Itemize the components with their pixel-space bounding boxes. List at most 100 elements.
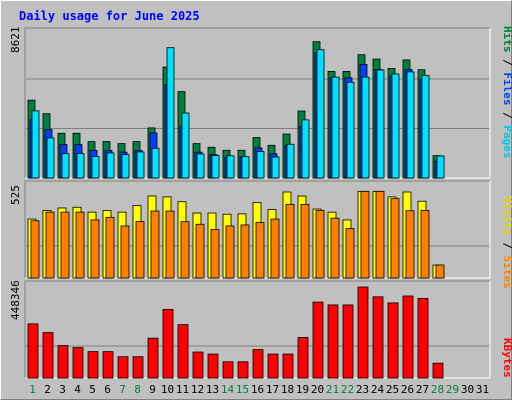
x-axis-labels: 1 2 3 4 5 6 7 8 9 10 11 12 13 14 15 16 17 18 19 20 21 22 23 24 2… — [29, 383, 489, 396]
x-tick-label-23: 23 — [356, 383, 369, 396]
x-tick-label-16: 16 — [251, 383, 264, 396]
bar-pages-day-7 — [121, 154, 130, 179]
chart-title: Daily usage for June 2025 — [19, 9, 200, 23]
bar-kbytes-day-10 — [162, 308, 174, 379]
bar-sites-day-11 — [180, 221, 190, 279]
bar-kbytes-day-22 — [342, 304, 354, 379]
x-tick-label-20: 20 — [311, 383, 324, 396]
bar-pages-day-19 — [301, 119, 310, 179]
bar-pages-day-21 — [331, 76, 340, 179]
x-tick-label-7: 7 — [119, 383, 126, 396]
bar-kbytes-day-26 — [402, 295, 414, 379]
bar-sites-day-8 — [135, 221, 145, 279]
bar-sites-day-16 — [255, 222, 265, 279]
bar-pages-day-4 — [76, 153, 85, 179]
panel-shadow-edge — [24, 27, 490, 178]
bar-kbytes-day-9 — [147, 337, 159, 379]
legend-hits: Hits — [501, 26, 512, 53]
bar-pages-day-9 — [151, 147, 160, 179]
x-tick-label-25: 25 — [386, 383, 399, 396]
bar-pages-day-8 — [136, 151, 145, 179]
bar-pages-day-12 — [196, 153, 205, 179]
legend-kbytes: KBytes — [501, 338, 512, 378]
bar-sites-day-3 — [60, 211, 70, 279]
bar-sites-day-17 — [270, 218, 280, 279]
legend-hits-files-pages: Hits / Files / Pages — [501, 26, 512, 159]
bar-kbytes-day-23 — [357, 286, 369, 379]
legend-files: Files — [501, 72, 512, 105]
x-tick-label-3: 3 — [59, 383, 66, 396]
bar-sites-day-15 — [240, 224, 250, 279]
x-tick-label-31: 31 — [476, 383, 489, 396]
bar-kbytes-day-17 — [267, 353, 279, 379]
panel-shadow-edge — [24, 280, 490, 378]
x-tick-label-29: 29 — [446, 383, 459, 396]
bar-sites-day-1 — [30, 220, 40, 279]
bar-kbytes-day-2 — [42, 332, 54, 379]
bar-pages-day-16 — [256, 151, 265, 179]
legend-visits: Visits — [501, 196, 512, 236]
bar-pages-day-10 — [166, 47, 175, 179]
x-tick-label-19: 19 — [296, 383, 309, 396]
bar-kbytes-day-1 — [27, 323, 39, 379]
x-tick-label-5: 5 — [89, 383, 96, 396]
bar-pages-day-17 — [271, 156, 280, 179]
bar-pages-day-15 — [241, 156, 250, 179]
x-tick-label-17: 17 — [266, 383, 279, 396]
bar-pages-day-2 — [46, 137, 55, 179]
x-tick-label-13: 13 — [206, 383, 219, 396]
bar-sites-day-7 — [120, 225, 130, 279]
bar-sites-day-23 — [360, 190, 370, 279]
kbytes-panel — [24, 280, 491, 379]
bar-pages-day-27 — [421, 75, 430, 179]
bar-kbytes-day-12 — [192, 351, 204, 379]
bar-kbytes-day-15 — [237, 361, 249, 379]
x-tick-label-28: 28 — [431, 383, 444, 396]
bar-sites-day-19 — [300, 203, 310, 279]
x-tick-label-18: 18 — [281, 383, 294, 396]
bar-kbytes-day-8 — [132, 356, 144, 379]
x-tick-label-26: 26 — [401, 383, 414, 396]
x-tick-label-8: 8 — [134, 383, 141, 396]
visits-sites-panel — [24, 180, 491, 279]
bar-sites-day-20 — [315, 209, 325, 279]
bar-sites-day-26 — [405, 210, 415, 279]
bar-pages-day-3 — [61, 153, 70, 179]
bar-sites-day-27 — [420, 209, 430, 279]
bar-kbytes-day-11 — [177, 324, 189, 379]
bar-kbytes-day-13 — [207, 353, 219, 379]
bar-sites-day-10 — [165, 210, 175, 279]
bar-kbytes-day-19 — [297, 337, 309, 379]
x-tick-label-1: 1 — [29, 383, 36, 396]
bar-kbytes-day-21 — [327, 304, 339, 379]
x-tick-label-15: 15 — [236, 383, 249, 396]
bar-sites-day-12 — [195, 223, 205, 279]
bar-kbytes-day-14 — [222, 361, 234, 379]
x-tick-label-6: 6 — [104, 383, 111, 396]
x-tick-label-9: 9 — [149, 383, 156, 396]
bar-pages-day-14 — [226, 155, 235, 179]
x-tick-label-11: 11 — [176, 383, 189, 396]
hits-max-label: 8621 — [9, 27, 22, 54]
x-tick-label-30: 30 — [461, 383, 474, 396]
bar-kbytes-day-25 — [387, 302, 399, 379]
bar-pages-day-13 — [211, 155, 220, 179]
bar-kbytes-day-6 — [102, 351, 114, 379]
bar-kbytes-day-3 — [57, 345, 69, 379]
bar-sites-day-9 — [150, 210, 160, 279]
legend-visits-sites: Visits / Sites — [501, 196, 512, 289]
bar-kbytes-day-16 — [252, 349, 264, 379]
bar-sites-day-22 — [345, 228, 355, 279]
bar-kbytes-day-18 — [282, 353, 294, 379]
bar-sites-day-24 — [375, 190, 385, 279]
bar-pages-day-26 — [406, 71, 415, 179]
x-tick-label-12: 12 — [191, 383, 204, 396]
bar-kbytes-day-4 — [72, 347, 84, 379]
legend-pages: Pages — [501, 125, 512, 158]
bar-pages-day-11 — [181, 112, 190, 179]
bar-sites-day-28 — [435, 264, 445, 279]
bar-sites-day-13 — [210, 229, 220, 279]
x-tick-label-14: 14 — [221, 383, 235, 396]
